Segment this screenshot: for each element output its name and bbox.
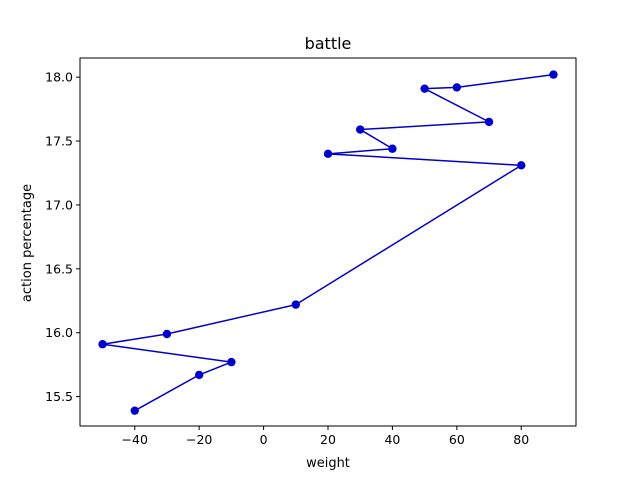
data-point	[291, 300, 300, 309]
plot-area: −40 −20 0 20 40 60 80 15.5 16.0 16.5 17.0 17.5 18.0	[45, 57, 577, 447]
plot-frame	[79, 57, 577, 427]
data-point	[356, 125, 365, 134]
y-tick-label: 15.5	[45, 389, 73, 404]
data-point	[517, 161, 526, 170]
x-tick-label: 40	[384, 432, 400, 447]
chart-title: battle	[305, 34, 352, 53]
data-point	[162, 329, 172, 339]
x-tick-label: 20	[320, 432, 336, 447]
data-point	[452, 83, 462, 92]
y-tick-label: 17.5	[45, 134, 73, 149]
data-point	[323, 149, 333, 159]
x-tick-label: −20	[186, 432, 212, 447]
series-line	[101, 73, 554, 412]
x-tick-label: 80	[513, 432, 529, 447]
data-point	[484, 117, 494, 127]
x-axis-label: weight	[306, 456, 350, 471]
data-point	[130, 406, 139, 415]
x-tick-label: −40	[122, 432, 148, 447]
data-point	[420, 84, 429, 93]
data-point	[194, 370, 204, 380]
y-tick-label: 18.0	[45, 70, 73, 85]
x-tick-label: 0	[260, 432, 268, 447]
data-point	[549, 70, 558, 79]
data-point	[388, 144, 397, 153]
y-tick-label: 16.0	[45, 325, 73, 340]
x-tick-label: 60	[449, 432, 465, 447]
y-axis-label: action percentage	[20, 184, 35, 302]
data-point	[98, 340, 107, 349]
y-tick-label: 17.0	[45, 197, 73, 212]
y-tick-label: 16.5	[45, 261, 73, 276]
data-point	[227, 357, 236, 367]
